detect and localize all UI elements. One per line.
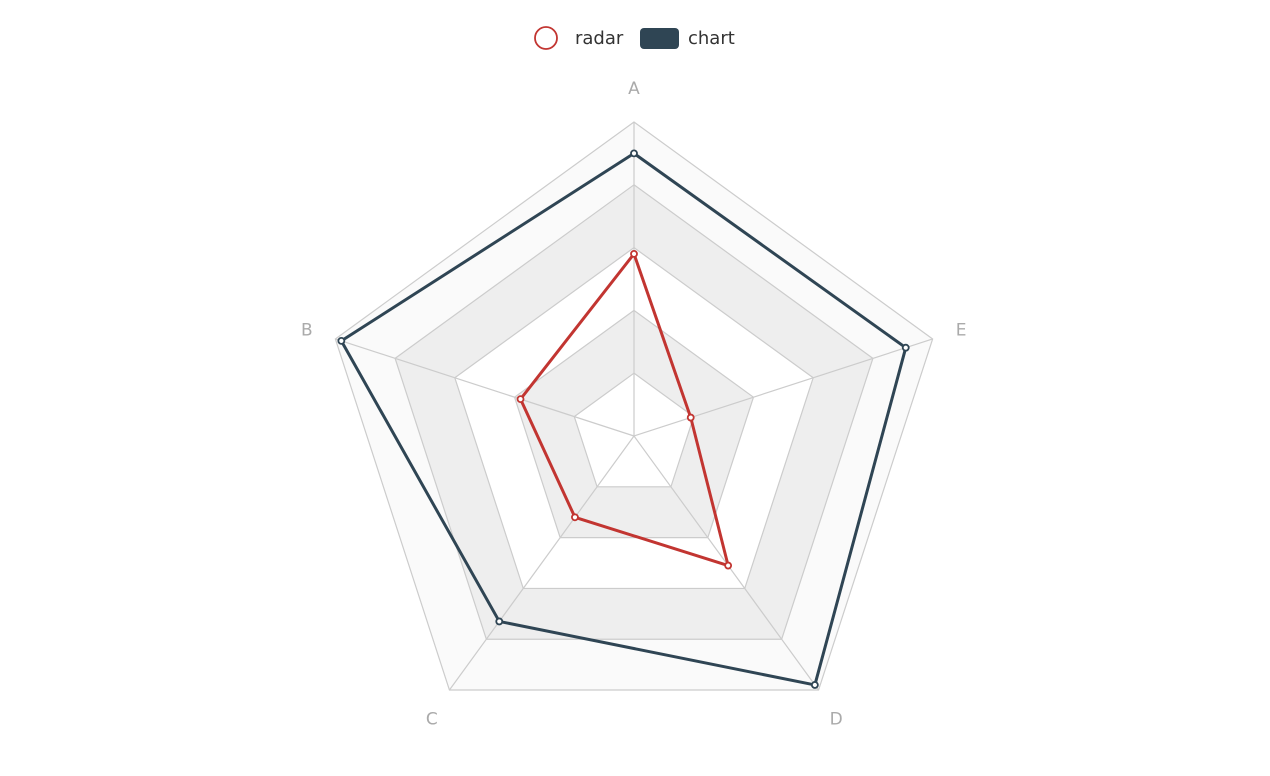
radar-split-lines bbox=[334, 121, 934, 691]
axis-label-e: E bbox=[956, 321, 967, 341]
legend-item-chart[interactable]: chart bbox=[640, 28, 735, 49]
radar-axis-labels: A B C D E bbox=[301, 79, 967, 729]
data-point-chart-a[interactable] bbox=[630, 149, 638, 158]
axis-label-c: C bbox=[426, 709, 438, 729]
data-point-chart-e[interactable] bbox=[901, 343, 910, 352]
data-point-radar-c[interactable] bbox=[571, 513, 579, 522]
legend: radar chart bbox=[534, 26, 735, 50]
split-area-ring-5 bbox=[335, 122, 933, 691]
radar-series bbox=[337, 149, 910, 689]
axis-line-c bbox=[448, 435, 635, 691]
radar-split-areas bbox=[335, 122, 933, 691]
axis-line-e bbox=[633, 338, 933, 437]
split-area-ring-3 bbox=[454, 247, 814, 589]
split-line-3 bbox=[454, 246, 814, 590]
series-chart bbox=[337, 149, 910, 689]
axis-label-a: A bbox=[628, 79, 640, 99]
split-line-5 bbox=[334, 121, 934, 691]
axis-label-b: B bbox=[301, 321, 313, 341]
legend-label-radar[interactable]: radar bbox=[575, 28, 624, 49]
legend-symbol-radar[interactable] bbox=[534, 26, 558, 50]
data-point-radar-e[interactable] bbox=[686, 413, 695, 422]
data-point-chart-b[interactable] bbox=[337, 337, 346, 345]
legend-item-radar[interactable]: radar bbox=[534, 26, 624, 50]
axis-label-d: D bbox=[830, 709, 843, 729]
axis-line-b bbox=[335, 338, 635, 437]
data-point-chart-c[interactable] bbox=[495, 617, 504, 626]
split-area-ring-2 bbox=[514, 310, 754, 538]
series-radar bbox=[516, 249, 733, 570]
data-point-radar-b[interactable] bbox=[516, 395, 525, 404]
split-line-1 bbox=[573, 372, 695, 488]
split-area-ring-4 bbox=[395, 184, 873, 640]
data-point-chart-d[interactable] bbox=[810, 681, 819, 689]
data-point-radar-a[interactable] bbox=[630, 249, 638, 258]
data-point-radar-d[interactable] bbox=[724, 561, 733, 570]
radar-axis-lines bbox=[335, 122, 933, 691]
series-line-chart bbox=[339, 151, 908, 687]
legend-symbol-chart[interactable] bbox=[640, 28, 679, 49]
series-line-radar bbox=[519, 252, 730, 568]
legend-label-chart[interactable]: chart bbox=[688, 28, 735, 49]
split-line-4 bbox=[394, 184, 874, 640]
